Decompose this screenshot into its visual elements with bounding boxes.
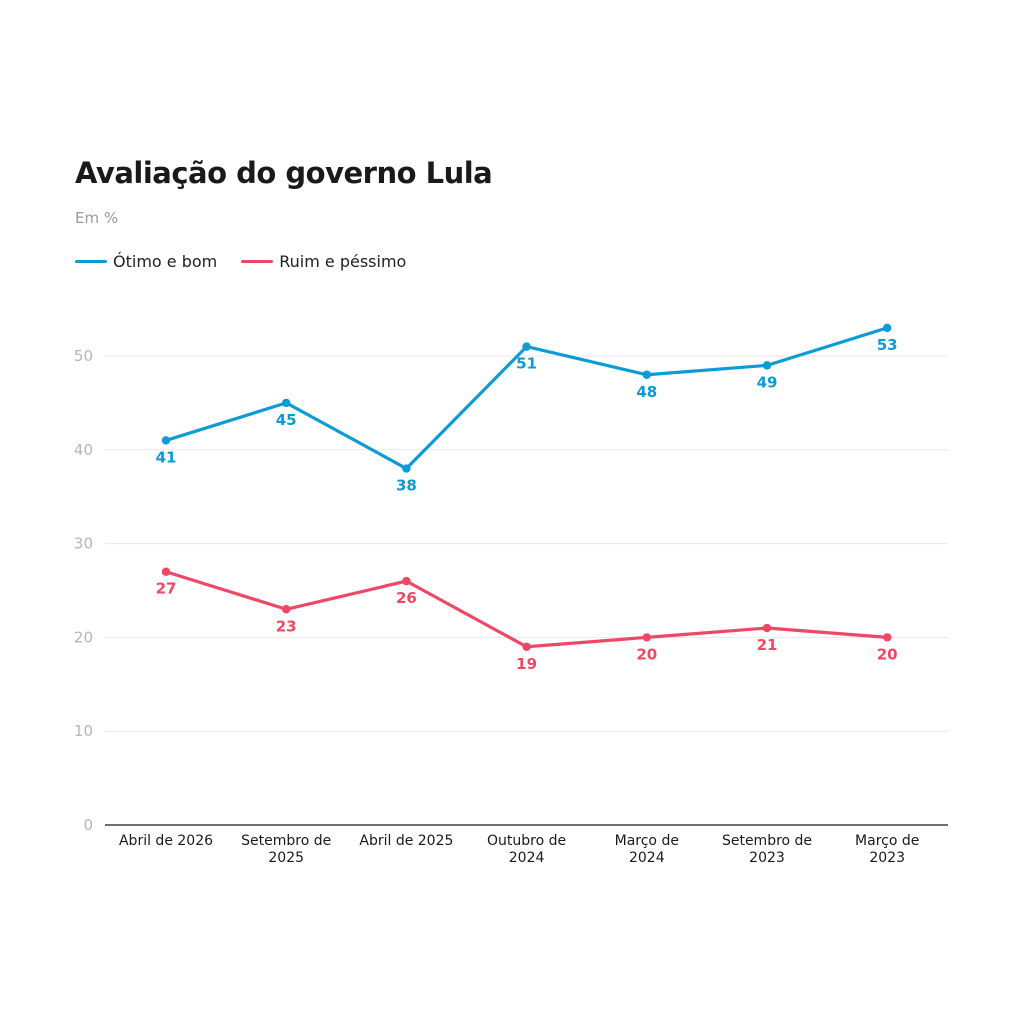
x-tick-label-line: Março de	[855, 833, 919, 849]
data-label-s1-4: 20	[636, 645, 657, 663]
legend-label-otimo-bom: Ótimo e bom	[113, 252, 218, 271]
x-tick-label-line: 2023	[749, 850, 785, 866]
x-tick-label-line: Outubro de	[487, 833, 566, 849]
data-point-s0-0	[161, 436, 171, 445]
data-point-s0-3	[522, 342, 531, 351]
data-point-s0-6	[883, 323, 892, 333]
chart-subtitle: Em %	[75, 209, 119, 227]
data-label-s0-0: 41	[156, 448, 177, 466]
data-point-s0-1	[282, 398, 291, 408]
x-tick-label-6: Março de 2023	[855, 833, 919, 866]
data-label-s0-1: 45	[276, 411, 297, 429]
data-label-s1-3: 19	[516, 655, 537, 673]
data-label-s0-3: 51	[516, 355, 537, 373]
data-point-s1-1	[282, 605, 291, 614]
data-point-s0-4	[642, 370, 651, 379]
data-label-s0-4: 48	[636, 383, 657, 401]
data-label-s1-6: 20	[877, 645, 898, 663]
x-tick-label-line: 2024	[629, 850, 665, 866]
data-point-s0-5	[762, 361, 772, 370]
x-tick-label-line: Abril de 2025	[359, 833, 453, 849]
x-tick-label-0: Abril de 2026	[119, 833, 213, 849]
x-tick-label-line: 2024	[509, 850, 545, 866]
legend: Ótimo e bom Ruim e péssimo	[75, 252, 406, 271]
data-point-s1-2	[402, 576, 411, 586]
data-label-s0-2: 38	[396, 477, 417, 495]
y-tick-label-20: 20	[74, 628, 93, 646]
x-tick-label-1: Setembro de 2025	[241, 833, 331, 866]
y-tick-label-10: 10	[74, 722, 93, 740]
legend-swatch-ruim-pessimo	[241, 260, 274, 263]
chart-title: Avaliação do governo Lula	[75, 156, 493, 190]
x-tick-label-line: Setembro de	[241, 833, 331, 849]
legend-item-otimo-bom: Ótimo e bom	[75, 252, 217, 271]
data-label-s1-0: 27	[156, 580, 177, 598]
legend-swatch-otimo-bom	[75, 260, 107, 263]
series-line-1	[164, 570, 889, 649]
x-tick-label-line: 2023	[869, 850, 905, 866]
data-point-s1-4	[642, 633, 651, 642]
x-tick-label-line: Março de	[615, 833, 679, 849]
x-tick-label-4: Março de 2024	[615, 833, 679, 866]
legend-label-ruim-pessimo: Ruim e péssimo	[279, 252, 407, 271]
data-label-s1-2: 26	[396, 589, 417, 607]
y-tick-label-30: 30	[74, 535, 93, 553]
legend-item-ruim-pessimo: Ruim e péssimo	[241, 252, 406, 271]
data-label-s0-6: 53	[877, 336, 898, 354]
data-label-s1-5: 21	[757, 636, 778, 654]
data-point-s1-5	[762, 623, 772, 633]
x-tick-label-3: Outubro de 2024	[487, 833, 566, 866]
y-tick-label-0: 0	[83, 816, 93, 834]
y-tick-label-40: 40	[74, 441, 93, 459]
x-tick-label-2: Abril de 2025	[359, 833, 453, 849]
x-tick-label-line: 2025	[268, 850, 304, 866]
x-tick-label-line: Setembro de	[722, 833, 812, 849]
y-tick-label-50: 50	[74, 347, 93, 365]
data-point-s1-3	[522, 642, 531, 651]
data-label-s0-5: 49	[757, 373, 778, 391]
data-point-s1-6	[883, 633, 892, 642]
data-point-s1-0	[161, 567, 171, 576]
x-tick-label-5: Setembro de 2023	[722, 833, 812, 866]
data-label-s1-1: 23	[276, 617, 297, 635]
data-point-s0-2	[402, 464, 411, 473]
x-tick-label-line: Abril de 2026	[119, 833, 213, 849]
